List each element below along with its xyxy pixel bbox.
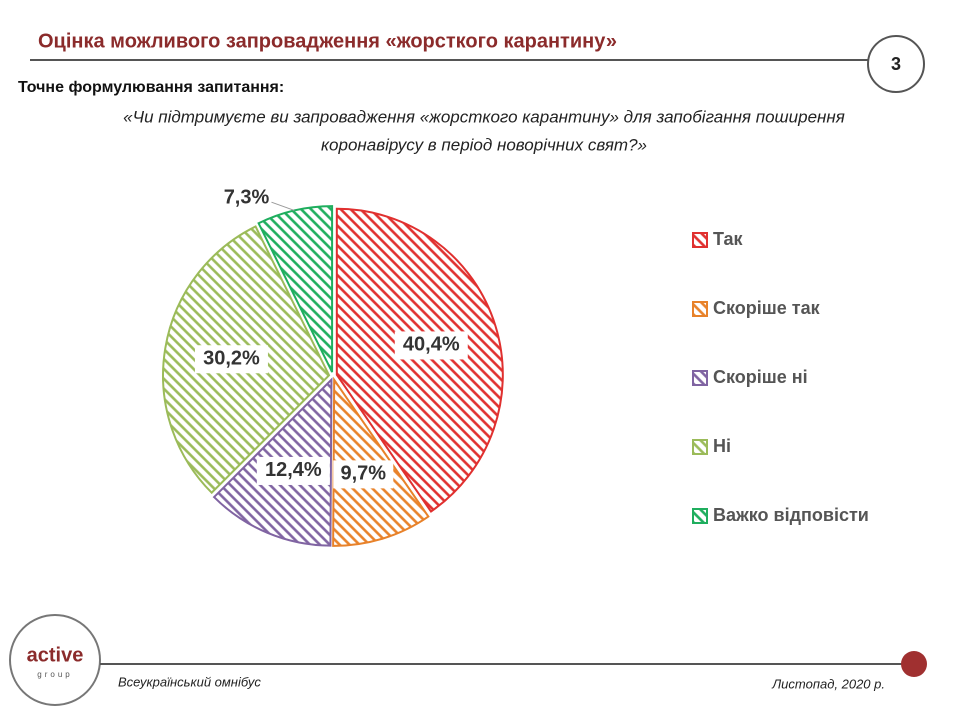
label-box (194, 345, 268, 374)
legend: Так Скоріше так Скоріше ні Ні Важко відповіс… (692, 229, 869, 525)
logo-sub: group (37, 670, 72, 679)
footer-left: Всеукраїнський омнібус (118, 674, 261, 689)
page-number: 3 (891, 54, 901, 74)
pie-chart: 40,4% 9,7% 12,4% 30,2% 7,3% (162, 186, 504, 547)
legend-label: Скоріше так (713, 298, 821, 318)
label-box (394, 331, 468, 360)
legend-label: Так (713, 229, 744, 249)
label-box (333, 460, 394, 489)
legend-swatch (692, 232, 708, 248)
data-label: 40,4% (403, 334, 460, 356)
legend-swatch (692, 370, 708, 386)
question-label: Точне формулювання запитання: (18, 79, 284, 96)
data-label: 7,3% (224, 186, 270, 208)
page-badge (867, 35, 925, 93)
legend-swatch (692, 508, 708, 524)
label-box (256, 456, 330, 485)
legend-label: Скоріше ні (713, 367, 808, 387)
legend-label: Важко відповісти (713, 505, 869, 525)
data-label: 30,2% (203, 348, 260, 370)
legend-label: Ні (713, 436, 731, 456)
slide-title: Оцінка можливого запровадження «жорстког… (38, 30, 617, 52)
leader-line (271, 201, 295, 211)
footer-right: Листопад, 2020 р. (771, 676, 885, 691)
legend-swatch (692, 439, 708, 455)
pie-slice (257, 205, 334, 373)
logo-ring (9, 614, 101, 706)
logo-name: active (27, 644, 84, 666)
question-text: коронавірусу в період новорічних свят?» (321, 135, 647, 154)
question-text: «Чи підтримуєте ви запровадження «жорстк… (123, 107, 845, 126)
data-label: 9,7% (340, 463, 386, 485)
footer-dot (901, 651, 927, 677)
data-label: 12,4% (265, 459, 322, 481)
pie-slice (335, 207, 504, 513)
legend-swatch (692, 301, 708, 317)
